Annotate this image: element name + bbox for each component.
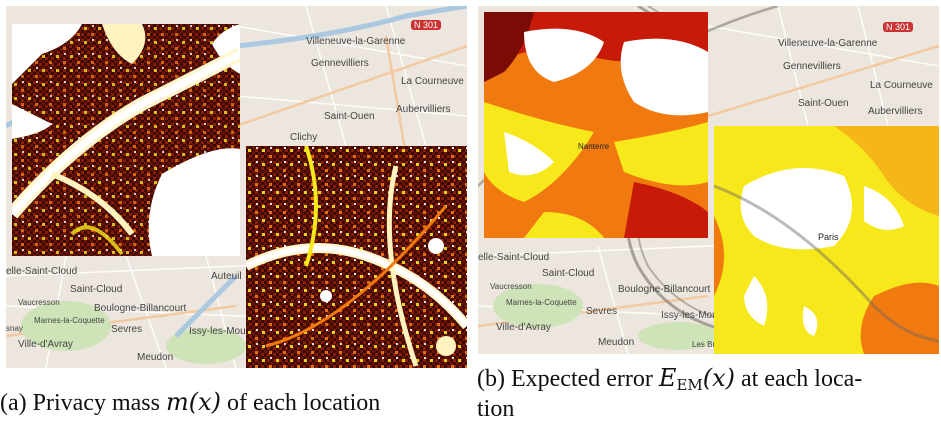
caption-text: tion bbox=[477, 396, 515, 422]
place-label: La Courneuve bbox=[870, 80, 933, 91]
place-label: snay bbox=[6, 324, 23, 333]
place-label: Marnes-la-Coquette bbox=[34, 316, 105, 325]
caption-text: at each loca- bbox=[741, 366, 863, 392]
place-label: Issy-les-Moulineaux bbox=[661, 310, 750, 321]
city-label-paris: Paris bbox=[818, 232, 839, 242]
place-label: Auteuil bbox=[211, 271, 242, 282]
place-label: Saint-Cloud bbox=[542, 268, 595, 279]
road-badge: N 301 bbox=[883, 22, 914, 32]
figure-panel-expected-error: N 301 Villeneuve-la-Garenne Gennevillier… bbox=[478, 6, 939, 354]
error-heatmap-paris bbox=[714, 126, 939, 354]
error-heatmap-west bbox=[484, 12, 708, 238]
caption-b: (b) Expected error EEM(x) at each loca- … bbox=[477, 364, 939, 423]
place-label: Aubervilliers bbox=[868, 106, 923, 117]
place-label: Sevres bbox=[586, 306, 618, 317]
caption-a: (a) Privacy mass m(x) of each location bbox=[0, 388, 471, 417]
place-label: Ville-d'Avray bbox=[18, 339, 73, 350]
place-label: Sevres bbox=[111, 324, 143, 335]
caption-text: (b) Expected error bbox=[477, 366, 653, 392]
place-label: Saint-Ouen bbox=[324, 111, 375, 122]
caption-math: EEM(x) bbox=[658, 364, 736, 394]
caption-text: (a) Privacy mass bbox=[0, 390, 160, 416]
caption-text: of each location bbox=[226, 390, 381, 416]
place-label: Saint-Cloud bbox=[70, 284, 123, 295]
place-label: Villeneuve-la-Garenne bbox=[306, 36, 406, 47]
road-badge: N 301 bbox=[411, 20, 442, 30]
place-label: Aubervilliers bbox=[396, 104, 451, 115]
place-label: Vaucresson bbox=[490, 282, 532, 291]
place-label: Boulogne-Billancourt bbox=[618, 284, 711, 295]
place-label: Ville-d'Avray bbox=[496, 322, 551, 333]
figure-panel-privacy-mass: N 301 Villeneuve-la-Garenne Gennevillier… bbox=[6, 6, 467, 368]
privacy-heatmap-paris bbox=[246, 146, 467, 368]
place-label: Issy-les-Mou bbox=[189, 326, 246, 337]
place-label: Villeneuve-la-Garenne bbox=[778, 38, 878, 49]
place-label: La Courneuve bbox=[401, 76, 464, 87]
caption-math: m(x) bbox=[165, 388, 221, 416]
place-label: elle-Saint-Cloud bbox=[6, 266, 78, 277]
place-label: Meudon bbox=[598, 337, 635, 348]
place-label: Saint-Ouen bbox=[798, 98, 849, 109]
city-label-nanterre: Nanterre bbox=[578, 142, 610, 151]
place-label: Clichy bbox=[290, 132, 318, 143]
place-label: Vaucresson bbox=[18, 298, 60, 307]
place-label: Meudon bbox=[137, 352, 174, 363]
place-label: Boulogne-Billancourt bbox=[94, 303, 187, 314]
place-label: Gennevilliers bbox=[311, 58, 369, 69]
place-label: Marnes-la-Coquette bbox=[506, 298, 577, 307]
place-label: Gennevilliers bbox=[783, 61, 841, 72]
place-label: elle-Saint-Cloud bbox=[478, 252, 550, 263]
privacy-heatmap-west bbox=[12, 24, 240, 256]
